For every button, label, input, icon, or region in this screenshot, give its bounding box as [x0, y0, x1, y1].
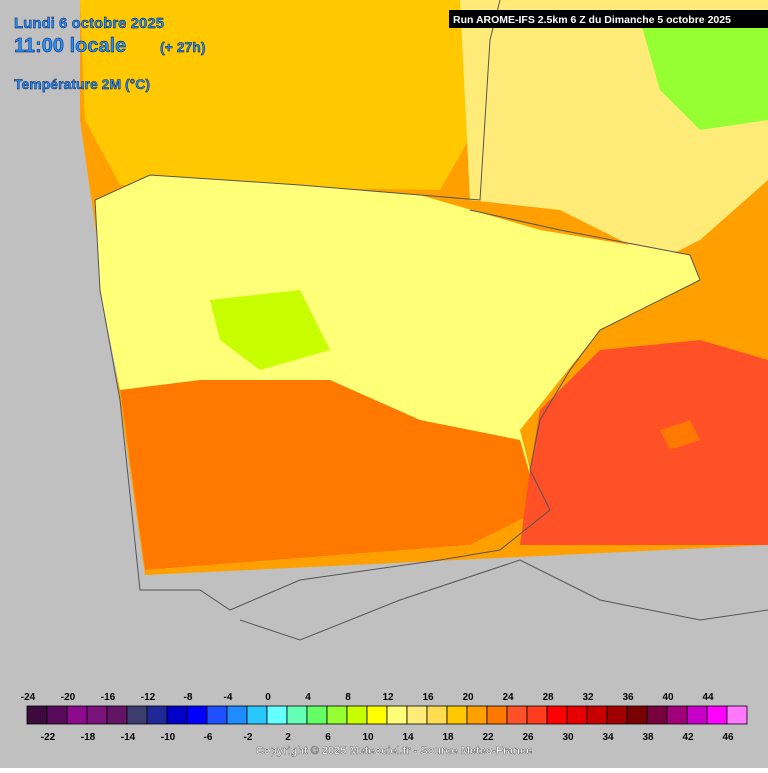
- time: 11:00 locale: [14, 35, 126, 57]
- legend-swatch: [46, 705, 68, 725]
- lead: (+ 27h): [160, 39, 206, 55]
- date: Lundi 6 octobre 2025: [14, 15, 164, 32]
- legend-label: 2: [285, 732, 291, 743]
- legend-label: -12: [141, 692, 156, 703]
- legend-swatch: [626, 705, 648, 725]
- mallorca: [660, 420, 700, 450]
- legend-label: 20: [462, 692, 474, 703]
- legend-label: -16: [101, 692, 116, 703]
- legend-swatch: [486, 705, 508, 725]
- legend-label: 30: [562, 732, 574, 743]
- legend-swatch: [506, 705, 528, 725]
- legend-swatch: [266, 705, 288, 725]
- legend-swatch: [726, 705, 748, 725]
- legend-swatch: [146, 705, 168, 725]
- legend-label: 34: [602, 732, 614, 743]
- legend-swatch: [426, 705, 448, 725]
- legend-swatch: [226, 705, 248, 725]
- legend-swatch: [646, 705, 668, 725]
- legend-swatch: [666, 705, 688, 725]
- legend-label: 38: [642, 732, 654, 743]
- legend-swatch: [166, 705, 188, 725]
- legend-label: -8: [184, 692, 193, 703]
- legend-label: 40: [662, 692, 674, 703]
- legend-swatch: [466, 705, 488, 725]
- legend-label: 0: [265, 692, 271, 703]
- legend-swatch: [286, 705, 308, 725]
- legend-label: -6: [204, 732, 213, 743]
- legend-label: 46: [722, 732, 734, 743]
- legend-swatch: [526, 705, 548, 725]
- variable: Température 2M (°C): [14, 76, 150, 92]
- legend-label: -24: [21, 692, 36, 703]
- coastline: [94, 0, 501, 201]
- legend-swatch: [386, 705, 408, 725]
- legend-swatch: [586, 705, 608, 725]
- legend-label: 16: [422, 692, 434, 703]
- legend-swatch: [206, 705, 228, 725]
- legend-label: 14: [402, 732, 414, 743]
- legend-swatch: [66, 705, 88, 725]
- iberia-south: [120, 380, 540, 570]
- legend-swatch: [326, 705, 348, 725]
- legend-label: -4: [224, 692, 233, 703]
- legend-swatch: [366, 705, 388, 725]
- legend-swatch: [246, 705, 268, 725]
- legend-swatch: [186, 705, 208, 725]
- run-box: [449, 10, 768, 28]
- legend-swatch: [346, 705, 368, 725]
- legend-swatch: [106, 705, 128, 725]
- meseta: [210, 290, 330, 370]
- legend-label: 22: [482, 732, 494, 743]
- sea-south: [520, 340, 768, 545]
- legend-swatch: [446, 705, 468, 725]
- legend-label: 12: [382, 692, 394, 703]
- legend-label: 10: [362, 732, 374, 743]
- coastline-africa: [239, 559, 768, 641]
- legend-label: 44: [702, 692, 714, 703]
- legend-label: 8: [345, 692, 351, 703]
- legend-swatch: [26, 705, 48, 725]
- legend-label: 42: [682, 732, 694, 743]
- copyright: Copyright © 2025 Meteociel.fr - Source M…: [256, 745, 532, 757]
- legend-swatch: [306, 705, 328, 725]
- legend-swatch: [686, 705, 708, 725]
- legend-label: 6: [325, 732, 331, 743]
- legend: -24-22-20-18-16-14-12-10-8-6-4-202468101…: [21, 692, 748, 743]
- legend-label: 4: [305, 692, 311, 703]
- legend-label: 36: [622, 692, 634, 703]
- legend-label: -20: [61, 692, 76, 703]
- legend-swatch: [606, 705, 628, 725]
- legend-label: -10: [161, 732, 176, 743]
- legend-label: 26: [522, 732, 534, 743]
- legend-swatch: [126, 705, 148, 725]
- legend-label: -22: [41, 732, 56, 743]
- coastline: [94, 199, 701, 611]
- legend-label: 32: [582, 692, 594, 703]
- legend-label: 18: [442, 732, 454, 743]
- legend-label: 28: [542, 692, 554, 703]
- legend-swatch: [546, 705, 568, 725]
- legend-label: 24: [502, 692, 514, 703]
- legend-swatch: [86, 705, 108, 725]
- legend-label: -18: [81, 732, 96, 743]
- legend-swatch: [706, 705, 728, 725]
- legend-label: -14: [121, 732, 136, 743]
- legend-swatch: [406, 705, 428, 725]
- run-info: Run AROME-IFS 2.5km 6 Z du Dimanche 5 oc…: [453, 14, 731, 26]
- sea-north: [80, 0, 480, 190]
- legend-swatch: [566, 705, 588, 725]
- alps: [640, 20, 768, 130]
- legend-label: -2: [244, 732, 253, 743]
